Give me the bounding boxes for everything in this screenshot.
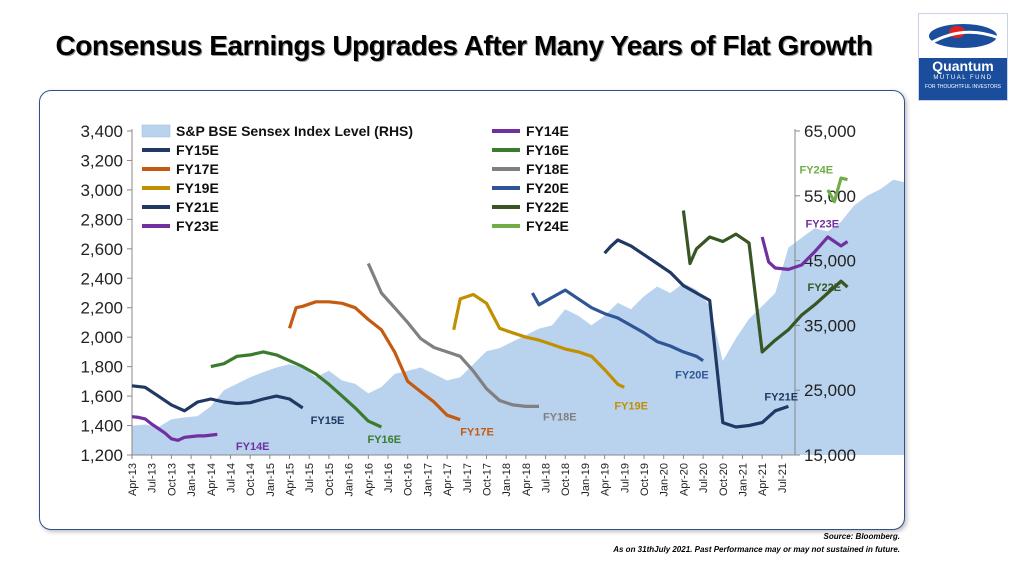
x-tick-label: Apr-19: [600, 463, 612, 496]
logo-tagline: FOR THOUGHTFUL INVESTORS: [924, 84, 1002, 90]
legend-label-sensex: S&P BSE Sensex Index Level (RHS): [176, 123, 413, 139]
legend-label-fy19e: FY19E: [176, 180, 219, 196]
quantum-logo: Quantum MUTUAL FUND FOR THOUGHTFUL INVES…: [918, 13, 1008, 101]
x-tick-label: Jan-14: [186, 463, 198, 497]
series-label-fy23e: FY23E: [806, 218, 840, 230]
series-line-fy15e: [131, 384, 304, 413]
sensex-area: [132, 179, 904, 455]
series-line-fy24e: [826, 176, 848, 204]
x-tick-label: Jan-20: [659, 463, 671, 497]
series-label-fy17e: FY17E: [460, 427, 494, 439]
source-note: Source: Bloomberg.: [823, 532, 900, 541]
series-line-fy22e: [681, 210, 849, 354]
series-line-fy17e: [287, 300, 461, 422]
series-label-fy18e: FY18E: [543, 411, 577, 423]
x-tick-label: Apr-20: [678, 463, 690, 496]
x-tick-label: Jul-13: [147, 463, 159, 493]
x-tick-label: Apr-18: [521, 463, 533, 496]
x-tick-label: Jul-19: [619, 463, 631, 493]
logo-emblem: [919, 14, 1007, 58]
x-tick-label: Oct-20: [718, 463, 730, 496]
series-label-fy20e: FY20E: [675, 370, 709, 382]
x-tick-label: Jan-15: [265, 463, 277, 497]
y-tick-label-left: 2,600: [80, 240, 123, 259]
y-tick-label-right: 35,000: [804, 316, 856, 335]
x-tick-label: Apr-21: [757, 463, 769, 496]
x-tick-label: Oct-17: [481, 463, 493, 496]
legend-label-fy18e: FY18E: [526, 161, 569, 177]
legend-swatch-sensex: [141, 124, 171, 138]
legend-label-fy16e: FY16E: [526, 142, 569, 158]
y-tick-label-left: 2,400: [80, 269, 123, 288]
series-label-fy15e: FY15E: [311, 415, 345, 427]
x-tick-label: Jul-17: [462, 463, 474, 493]
legend-label-fy21e: FY21E: [176, 199, 219, 215]
legend-label-fy15e: FY15E: [176, 142, 219, 158]
legend-label-fy23e: FY23E: [176, 218, 219, 234]
x-tick-label: Apr-13: [127, 463, 139, 496]
series-line-fy16e: [210, 350, 383, 429]
legend-label-fy17e: FY17E: [176, 161, 219, 177]
x-tick-label: Jan-17: [422, 463, 434, 497]
legend-label-fy14e: FY14E: [526, 123, 569, 139]
series-line-fy14e: [131, 415, 218, 442]
logo-swoosh-icon: [928, 24, 1000, 48]
y-tick-label-right: 45,000: [804, 252, 856, 271]
series-label-fy22e: FY22E: [808, 282, 842, 294]
y-tick-label-left: 3,400: [80, 122, 123, 141]
x-tick-label: Apr-17: [442, 463, 454, 496]
y-tick-label-left: 1,800: [80, 358, 123, 377]
disclaimer-note: As on 31thJuly 2021. Past Performance ma…: [613, 545, 900, 554]
y-tick-label-right: 15,000: [804, 446, 856, 465]
earnings-chart: 1,200 1,400 1,600 1,800 2,000 2,200 2,400 2,600…: [80, 122, 904, 497]
x-tick-label: Jan-18: [501, 463, 513, 497]
x-tick-label: Oct-16: [403, 463, 415, 496]
legend-label-fy24e: FY24E: [526, 218, 569, 234]
series-label-fy14e: FY14E: [236, 441, 270, 453]
x-tick-label: Oct-18: [560, 463, 572, 496]
x-tick-label: Jul-20: [698, 463, 710, 493]
series-line-fy23e: [760, 235, 849, 271]
y-tick-label-left: 3,200: [80, 151, 123, 170]
x-tick-label: Jan-21: [737, 463, 749, 497]
logo-sub: MUTUAL FUND: [933, 75, 993, 81]
series-line-fy19e: [452, 292, 625, 389]
y-tick-label-left: 2,000: [80, 328, 123, 347]
y-tick-label-right: 65,000: [804, 122, 856, 141]
x-tick-label: Jan-19: [580, 463, 592, 497]
series-label-fy24e: FY24E: [800, 165, 834, 177]
series-label-fy19e: FY19E: [614, 400, 648, 412]
x-tick-label: Jul-15: [304, 463, 316, 493]
y-tick-label-right: 25,000: [804, 381, 856, 400]
slide-title: Consensus Earnings Upgrades After Many Y…: [55, 30, 873, 61]
series-line-fy18e: [366, 262, 539, 408]
x-tick-label: Oct-15: [324, 463, 336, 496]
x-tick-label: Jul-14: [225, 463, 237, 493]
x-tick-label: Oct-14: [245, 463, 257, 496]
y-tick-label-left: 1,200: [80, 446, 123, 465]
series-label-fy16e: FY16E: [367, 434, 401, 446]
series-line-fy21e: [603, 238, 789, 429]
y-tick-label-left: 1,400: [80, 417, 123, 436]
x-tick-label: Apr-15: [285, 463, 297, 496]
logo-name: Quantum: [932, 58, 994, 74]
legend-label-fy20e: FY20E: [526, 180, 569, 196]
y-tick-label-left: 1,600: [80, 387, 123, 406]
y-tick-label-left: 2,800: [80, 210, 123, 229]
series-line-fy20e: [531, 288, 704, 363]
x-tick-label: Oct-13: [166, 463, 178, 496]
legend-label-fy22e: FY22E: [526, 199, 569, 215]
x-tick-label: Apr-14: [206, 463, 218, 496]
y-tick-label-left: 2,200: [80, 299, 123, 318]
x-tick-label: Jul-16: [383, 463, 395, 493]
x-tick-label: Jul-18: [541, 463, 553, 493]
x-tick-label: Jan-16: [344, 463, 356, 497]
x-tick-label: Oct-19: [639, 463, 651, 496]
series-label-fy21e: FY21E: [764, 391, 798, 403]
chart-frame: 1,200 1,400 1,600 1,800 2,000 2,200 2,400 2,600…: [39, 90, 905, 530]
y-tick-label-left: 3,000: [80, 181, 123, 200]
x-tick-label: Apr-16: [363, 463, 375, 496]
x-tick-label: Jul-21: [777, 463, 789, 493]
